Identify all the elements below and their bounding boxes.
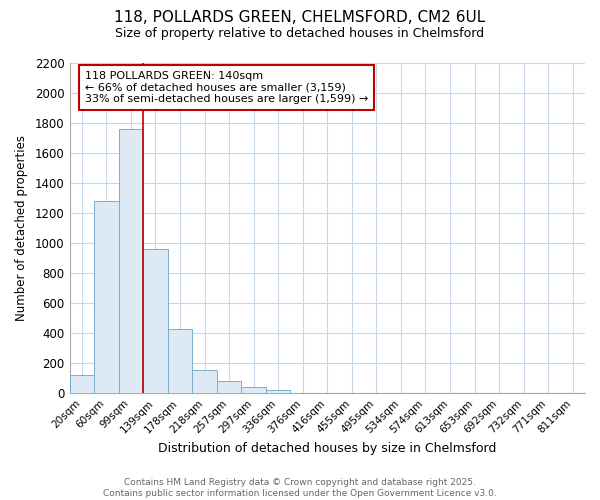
Bar (241, 386, 266, 394)
Bar (192, 370, 217, 394)
Bar (70, 376, 94, 394)
Text: 118 POLLARDS GREEN: 140sqm
← 66% of detached houses are smaller (3,159)
33% of s: 118 POLLARDS GREEN: 140sqm ← 66% of deta… (85, 71, 368, 104)
Y-axis label: Number of detached properties: Number of detached properties (15, 135, 28, 321)
Bar (266, 390, 290, 394)
Bar (143, 249, 168, 394)
Bar (168, 328, 192, 394)
Bar (94, 201, 119, 394)
Bar (217, 382, 241, 394)
Text: Size of property relative to detached houses in Chelmsford: Size of property relative to detached ho… (115, 28, 485, 40)
Text: 118, POLLARDS GREEN, CHELMSFORD, CM2 6UL: 118, POLLARDS GREEN, CHELMSFORD, CM2 6UL (115, 10, 485, 25)
Bar (119, 128, 143, 394)
X-axis label: Distribution of detached houses by size in Chelmsford: Distribution of detached houses by size … (158, 442, 496, 455)
Text: Contains HM Land Registry data © Crown copyright and database right 2025.
Contai: Contains HM Land Registry data © Crown c… (103, 478, 497, 498)
